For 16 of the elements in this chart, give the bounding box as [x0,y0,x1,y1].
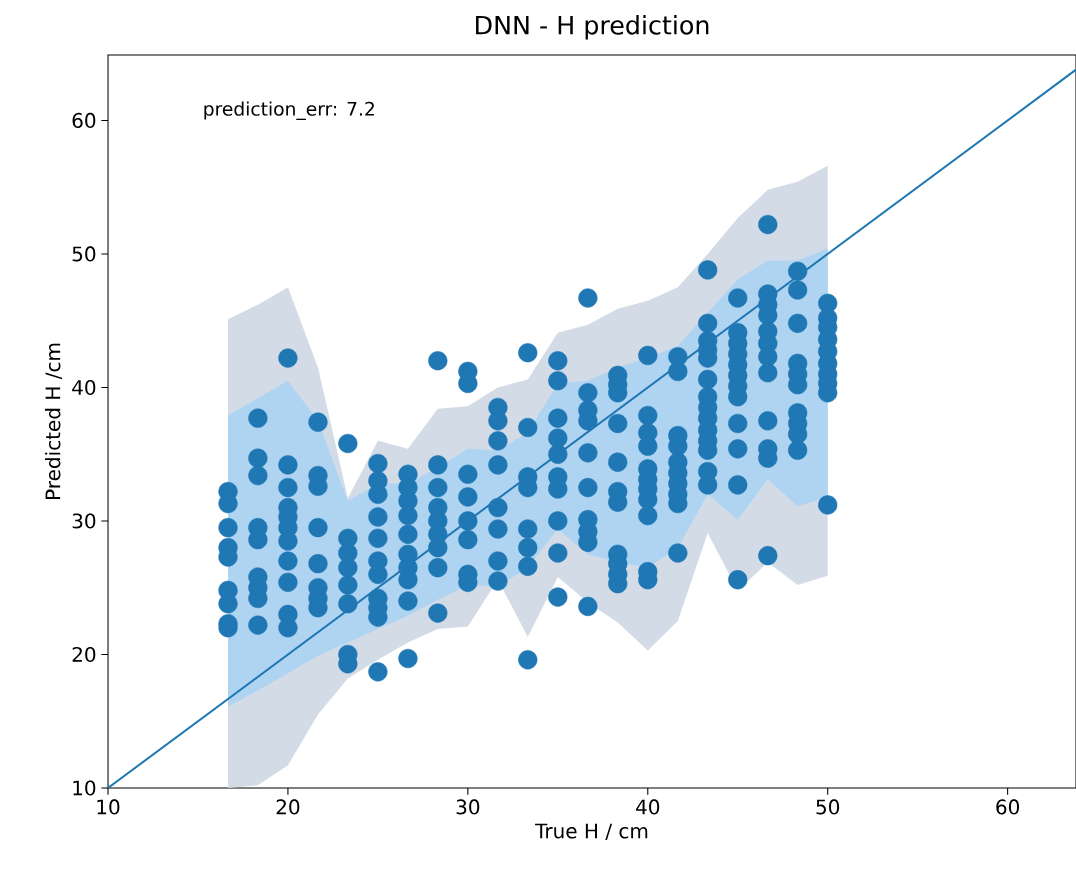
chart-title: DNN - H prediction [476,15,709,40]
y-tick-label: 50 [72,246,96,262]
y-tick-label: 30 [72,513,96,529]
y-tick-label: 60 [72,112,96,128]
x-tick-label: 30 [456,799,480,815]
x-axis-title: True H / cm [535,823,648,841]
x-tick-label: 60 [996,799,1020,815]
y-tick-label: 40 [72,379,96,396]
x-tick-label: 20 [276,799,300,815]
annotation: prediction_err: 7.2 [204,101,374,120]
y-tick-label: 10 [73,780,96,796]
y-tick-label: 20 [72,646,96,663]
x-tick-label: 10 [97,799,120,815]
x-tick-label: 40 [636,799,660,815]
y-axis-title: Predicted H /cm [44,343,63,499]
x-tick-label: 50 [816,799,840,815]
